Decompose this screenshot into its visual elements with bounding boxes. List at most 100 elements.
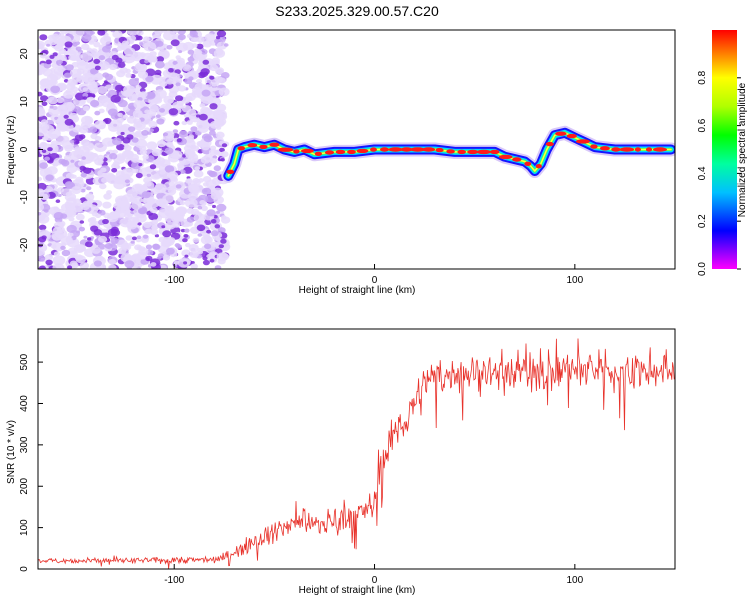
noise-dot — [181, 120, 188, 126]
noise-dot — [159, 169, 167, 175]
noise-dot — [38, 255, 46, 262]
noise-dot — [132, 109, 143, 118]
noise-dot — [38, 182, 47, 191]
ridge-hotspot — [457, 149, 467, 155]
noise-dot — [112, 149, 118, 154]
noise-dot — [139, 42, 144, 46]
heatmap-x-ticks: -100 0 100 — [164, 264, 584, 286]
ridge-hotspot — [489, 149, 500, 155]
noise-dot — [102, 72, 110, 78]
noise-dot — [204, 33, 216, 42]
noise-dot — [81, 43, 90, 50]
noise-dot — [135, 62, 146, 71]
noise-dot — [64, 201, 71, 206]
ridge-hotspot — [619, 147, 635, 152]
noise-dot — [63, 72, 72, 79]
noise-dot — [209, 103, 218, 110]
noise-dot — [104, 243, 113, 249]
noise-dot — [80, 202, 90, 211]
heatmap-ridge — [221, 125, 675, 183]
ridge-hotspot — [314, 151, 322, 156]
noise-dot — [56, 97, 65, 104]
noise-dot — [182, 238, 188, 243]
noise-dot — [80, 51, 93, 62]
noise-dot — [204, 243, 212, 250]
noise-dot — [150, 229, 159, 235]
noise-dot — [167, 237, 176, 244]
noise-dot — [73, 30, 85, 37]
noise-dot — [64, 41, 73, 48]
noise-dot — [101, 177, 108, 183]
colorbar: 0.0 0.2 0.4 0.6 0.8 Normalized spectral ampl… — [697, 30, 748, 276]
noise-dot — [139, 87, 146, 93]
noise-dot — [143, 36, 150, 42]
noise-dot — [105, 93, 111, 97]
noise-dot — [126, 134, 134, 140]
noise-dot — [125, 235, 133, 241]
noise-dot — [82, 105, 90, 112]
noise-dot — [149, 207, 158, 214]
ridge-hotspot — [498, 154, 513, 160]
noise-dot — [184, 228, 190, 233]
heatmap-y-ticks: -20 -10 0 10 20 — [19, 48, 43, 252]
noise-dot — [215, 131, 225, 139]
noise-dot — [117, 62, 126, 68]
noise-dot — [38, 43, 44, 50]
noise-dot — [200, 49, 208, 55]
noise-dot — [73, 244, 86, 254]
x-tick-label: -100 — [164, 275, 184, 286]
noise-dot — [61, 249, 71, 257]
ridge-hotspot — [370, 147, 377, 152]
noise-dot — [154, 234, 159, 238]
noise-dot — [223, 43, 229, 47]
y-tick-label: 400 — [19, 395, 30, 412]
noise-dot — [190, 261, 195, 265]
noise-dot — [200, 156, 211, 164]
noise-dot — [97, 30, 106, 36]
noise-dot — [82, 87, 89, 92]
noise-dot — [70, 86, 79, 93]
noise-dot — [106, 174, 119, 185]
noise-dot — [79, 165, 86, 171]
noise-dot — [149, 51, 157, 57]
noise-dot — [57, 187, 65, 193]
noise-dot — [156, 256, 162, 260]
noise-dot — [57, 59, 63, 65]
noise-dot — [214, 224, 221, 229]
noise-dot — [209, 157, 218, 164]
noise-dot — [63, 90, 74, 99]
noise-dot — [116, 70, 126, 78]
noise-dot — [135, 172, 143, 179]
noise-dot — [149, 164, 157, 170]
ridge-hotspot — [599, 146, 610, 151]
noise-dot — [190, 263, 198, 269]
noise-dot — [45, 174, 54, 181]
noise-dot — [39, 34, 48, 41]
ridge-hotspot — [335, 149, 346, 155]
noise-dot — [156, 140, 167, 148]
noise-dot — [44, 254, 53, 261]
noise-dot — [133, 118, 142, 125]
noise-dot — [155, 40, 164, 47]
noise-dot — [164, 165, 175, 173]
noise-dot — [151, 148, 162, 157]
noise-dot — [112, 30, 123, 39]
noise-dot — [69, 260, 78, 267]
colorbar-tick-label: 0.0 — [697, 262, 708, 276]
noise-dot — [128, 153, 140, 162]
noise-dot — [62, 102, 75, 112]
noise-dot — [202, 59, 210, 65]
figure-title: S233.2025.329.00.57.C20 — [275, 3, 439, 19]
noise-dot — [96, 154, 105, 161]
noise-dot — [176, 138, 182, 143]
noise-dot — [159, 108, 165, 113]
noise-dot — [201, 89, 211, 97]
noise-dot — [138, 207, 147, 215]
noise-dot — [38, 203, 45, 211]
noise-dot — [214, 265, 222, 269]
noise-dot — [166, 141, 174, 148]
ridge-hotspot — [467, 149, 479, 155]
noise-dot — [206, 229, 212, 234]
noise-dot — [53, 251, 61, 257]
noise-dot — [122, 243, 130, 250]
